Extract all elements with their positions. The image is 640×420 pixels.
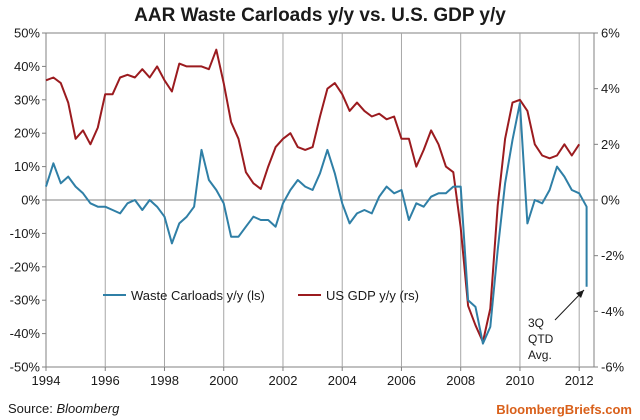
left-tick-label: -30% — [10, 293, 41, 308]
legend-label-waste: Waste Carloads y/y (ls) — [131, 288, 265, 303]
x-tick-label: 1994 — [32, 373, 61, 388]
right-tick-label: 4% — [601, 81, 620, 96]
legend: Waste Carloads y/y (ls) US GDP y/y (rs) — [103, 288, 419, 303]
chart-title: AAR Waste Carloads y/y vs. U.S. GDP y/y — [134, 5, 506, 26]
x-tick-label: 2008 — [446, 373, 475, 388]
x-tick-label: 2000 — [209, 373, 238, 388]
x-tick-label: 2012 — [565, 373, 594, 388]
annotation-line-2: QTD — [528, 332, 554, 346]
x-tick-label: 1996 — [91, 373, 120, 388]
series-layer — [45, 48, 588, 345]
left-axis-ticks: 50% 40% 30% 20% 10% 0% -10% -20% -30% -40% -50% — [10, 26, 46, 375]
source-name: Bloomberg — [56, 401, 120, 416]
right-axis-ticks: 6% 4% 2% 0% -2% -4% -6% — [594, 26, 625, 375]
left-tick-label: -10% — [10, 226, 41, 241]
right-tick-label: 0% — [601, 193, 620, 208]
legend-label-gdp: US GDP y/y (rs) — [326, 288, 419, 303]
annotation-arrowhead — [576, 290, 584, 298]
annotation-line-3: Avg. — [528, 348, 552, 362]
left-tick-label: 0% — [21, 193, 40, 208]
right-tick-label: -6% — [601, 360, 625, 375]
series-line-waste — [45, 102, 588, 345]
left-tick-label: -20% — [10, 259, 41, 274]
right-tick-label: 2% — [601, 137, 620, 152]
right-tick-label: -4% — [601, 304, 625, 319]
right-tick-label: -2% — [601, 248, 625, 263]
brand-label: BloombergBriefs.com — [496, 402, 632, 417]
left-tick-label: 50% — [14, 26, 40, 41]
source-label: Source: — [8, 401, 53, 416]
series-line-gdp — [45, 48, 581, 343]
left-tick-label: 40% — [14, 59, 40, 74]
x-tick-label: 2010 — [505, 373, 534, 388]
left-tick-label: -40% — [10, 326, 41, 341]
x-tick-label: 2004 — [328, 373, 357, 388]
source-note: Source: Bloomberg — [8, 401, 119, 416]
x-tick-label: 2006 — [387, 373, 416, 388]
left-tick-label: 20% — [14, 126, 40, 141]
left-tick-label: 30% — [14, 92, 40, 107]
left-tick-label: -50% — [10, 360, 41, 375]
x-tick-label: 1998 — [150, 373, 179, 388]
x-axis-ticks: 1994 1996 1998 2000 2002 2004 2006 2008 2010 2012 — [32, 367, 594, 388]
left-tick-label: 10% — [14, 159, 40, 174]
annotation-line-1: 3Q — [528, 316, 544, 330]
annotation: 3Q QTD Avg. — [528, 289, 585, 362]
right-tick-label: 6% — [601, 26, 620, 41]
x-tick-label: 2002 — [269, 373, 298, 388]
